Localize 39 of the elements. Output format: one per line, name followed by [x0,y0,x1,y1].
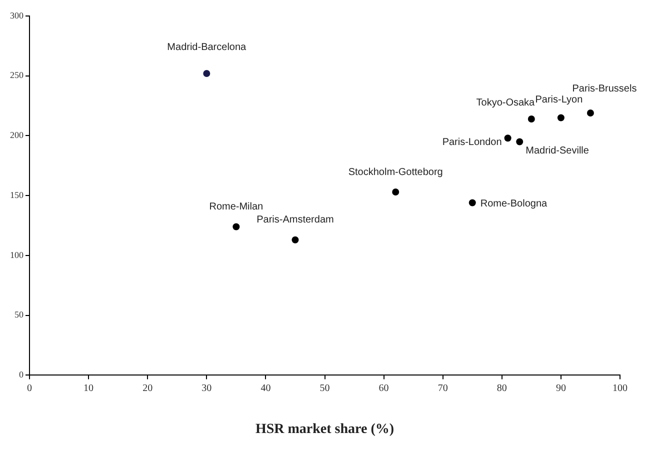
annotation: Rome-Milan [209,201,264,212]
point [528,115,535,122]
x-tick-label: 80 [496,382,507,394]
x-tick-label: 70 [438,382,448,394]
x-tick-label: 0 [27,382,32,394]
point [557,114,564,122]
annotation: Paris-London [442,136,502,148]
y-tick-label: 50 [14,310,24,320]
point [468,199,476,206]
x-tick-label: 20 [142,382,153,394]
x-tick-label: 10 [84,382,94,394]
annotation: Madrid-Barcelona [167,42,247,54]
point [516,138,524,146]
point [232,223,240,230]
point [292,236,299,244]
annotation: Paris-Lyon [535,94,583,106]
x-tick-label: 100 [612,382,628,394]
x-axis-title: HSR market share (%) [255,422,394,438]
y-tick-label: 300 [10,10,24,20]
annotation: Paris-Brussels [572,84,637,95]
point [203,70,210,77]
point [504,134,512,142]
point [392,188,400,196]
annotation: Madrid-Seville [526,145,590,156]
y-tick-label: 0 [19,370,24,380]
y-tick-label: 150 [10,190,24,200]
y-tick-label: 250 [10,70,24,80]
x-tick-label: 50 [320,382,330,394]
x-tick-label: 90 [556,382,566,394]
annotation: Paris-Amsterdam [256,214,334,226]
annotation: Rome-Bologna [480,198,548,210]
y-tick-label: 200 [10,130,24,140]
y-tick-label: 100 [10,250,24,260]
annotation: Tokyo-Osaka [476,98,536,109]
x-tick-label: 40 [260,382,271,394]
point [586,109,594,116]
x-tick-label: 30 [202,382,212,394]
x-tick-label: 60 [378,382,389,394]
annotation: Stockholm-Gotteborg [348,166,443,178]
